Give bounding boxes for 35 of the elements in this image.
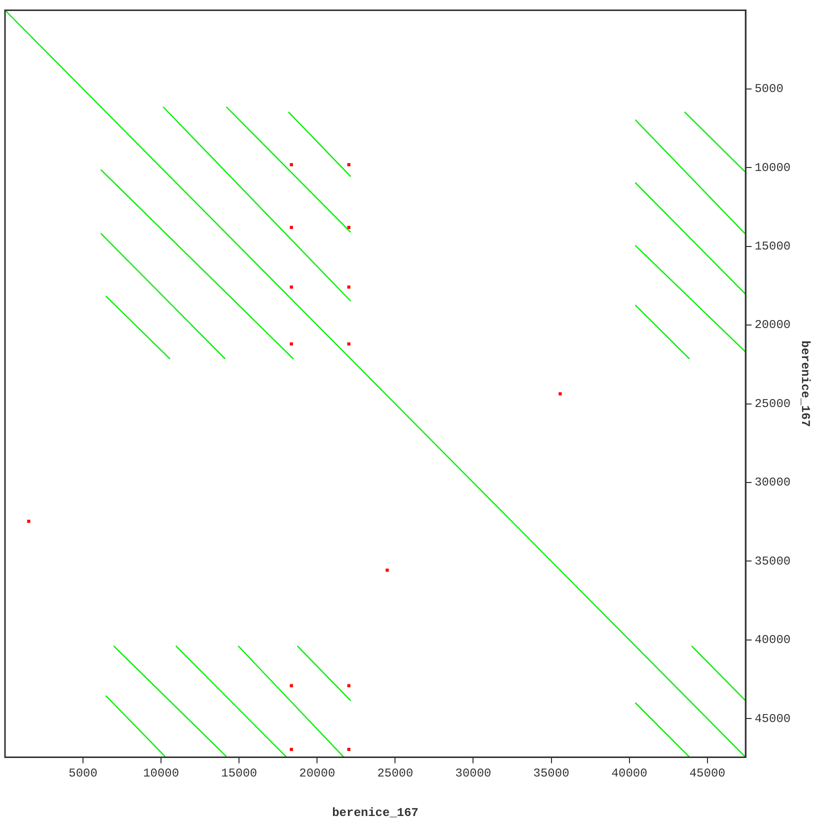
point	[290, 748, 293, 752]
y-tick-label: 45000	[754, 712, 791, 726]
point	[386, 568, 389, 572]
x-tick-label: 35000	[533, 766, 570, 781]
x-tick-label: 5000	[68, 766, 98, 781]
point	[290, 163, 293, 166]
x-tick-label: 25000	[377, 766, 414, 781]
point	[558, 392, 562, 396]
y-tick-label: 35000	[754, 554, 791, 568]
y-tick-label: 20000	[754, 318, 791, 332]
x-tick-label: 40000	[611, 766, 648, 781]
point	[347, 342, 350, 346]
y-tick-label: 30000	[754, 476, 791, 490]
x-axis-title: berenice_167	[332, 806, 419, 820]
point	[347, 286, 350, 289]
point	[290, 342, 293, 346]
y-axis-title: berenice_167	[798, 340, 812, 427]
point	[290, 226, 293, 230]
y-tick-label: 25000	[754, 396, 791, 411]
point	[347, 684, 350, 688]
x-tick-label: 30000	[455, 766, 492, 781]
point	[290, 286, 293, 289]
point	[347, 748, 350, 752]
point	[27, 520, 30, 523]
point	[347, 163, 350, 166]
x-tick-label: 15000	[221, 766, 258, 781]
y-tick-label: 10000	[754, 160, 791, 175]
y-tick-label: 15000	[754, 240, 791, 254]
point	[290, 684, 293, 688]
x-tick-label: 10000	[143, 766, 180, 781]
y-tick-label: 40000	[754, 633, 791, 648]
x-tick-label: 45000	[689, 766, 726, 781]
point	[347, 226, 350, 230]
x-tick-label: 20000	[299, 766, 336, 781]
y-tick-label: 5000	[754, 82, 784, 96]
